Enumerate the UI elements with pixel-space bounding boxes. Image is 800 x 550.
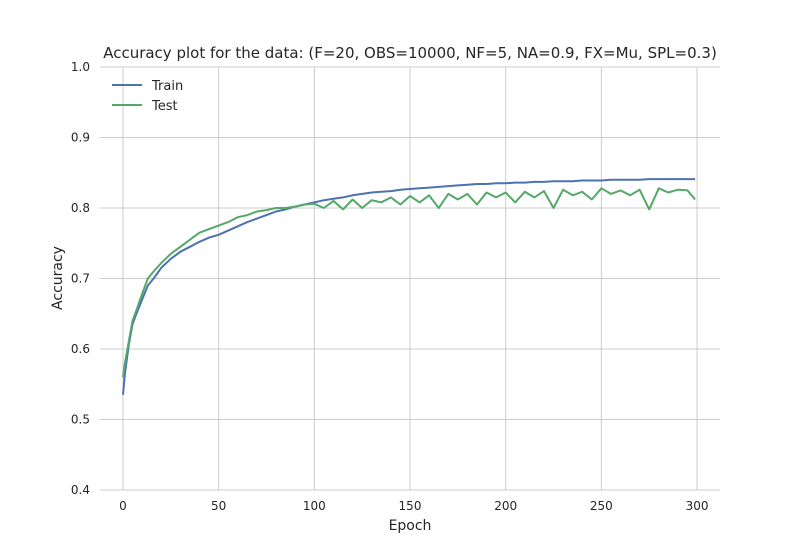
series-line-train (122, 178, 696, 395)
y-tick-label: 0.4 (71, 483, 90, 497)
x-tick-label: 50 (211, 499, 226, 513)
y-tick-label: 0.7 (71, 272, 90, 286)
x-tick-label: 150 (399, 499, 422, 513)
x-tick-label: 0 (119, 499, 127, 513)
y-tick-label: 0.6 (71, 342, 90, 356)
x-tick-label: 100 (303, 499, 326, 513)
y-tick-label: 1.0 (71, 60, 90, 74)
grid (100, 66, 720, 491)
y-tick-label: 0.9 (71, 131, 90, 145)
chart-title: Accuracy plot for the data: (F=20, OBS=1… (103, 44, 717, 62)
y-tick-label: 0.8 (71, 201, 90, 215)
series-lines (122, 178, 696, 395)
x-tick-label: 300 (686, 499, 709, 513)
tick-labels: 0.4 0.5 0.6 0.7 0.8 0.9 1.0 0 50 100 150 200 250 300 (71, 60, 709, 513)
y-tick-label: 0.5 (71, 413, 90, 427)
x-tick-label: 200 (494, 499, 517, 513)
legend-label-train: Train (151, 79, 183, 94)
x-axis-title: Epoch (389, 518, 432, 534)
legend-label-test: Test (151, 99, 178, 114)
legend: Train Test (112, 79, 183, 114)
series-line-test (122, 187, 696, 378)
y-axis-title: Accuracy (50, 246, 66, 310)
x-tick-label: 250 (590, 499, 613, 513)
